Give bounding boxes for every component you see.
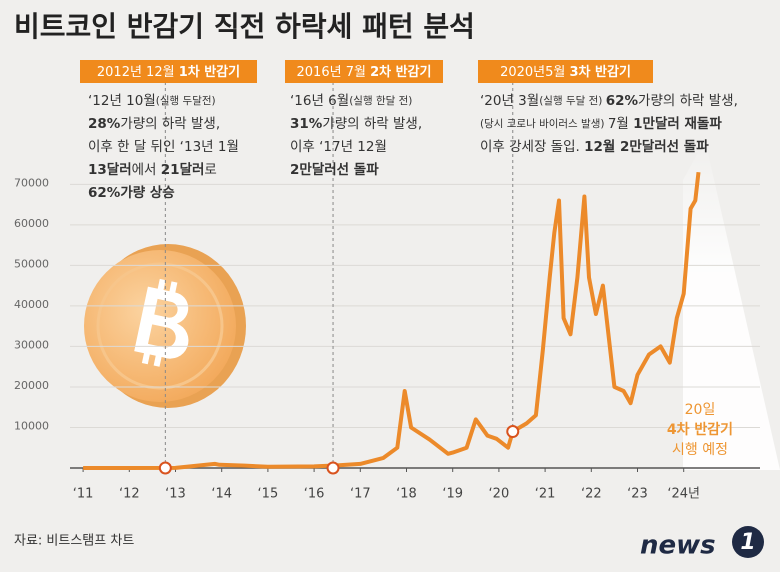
logo-word: news [640, 531, 716, 561]
annotation-segment: 가량의 하락 발생, [322, 116, 422, 132]
y-tick-label: 10000 [14, 419, 49, 432]
annotation-line: 31%가량의 하락 발생, [290, 116, 422, 132]
x-tick-label: ‘17 [350, 487, 371, 502]
annotation-segment: 1만달러 재돌파 [633, 116, 722, 132]
header-segment: 2016년 7월 [297, 65, 371, 80]
annotation-line: (당시 코로나 바이러스 발생) 7월 1만달러 재돌파 [480, 116, 722, 132]
annotation-segment: 이후 강세장 돌입. [480, 139, 584, 155]
y-tick-label: 40000 [14, 298, 49, 311]
logo-digit: 1 [740, 530, 755, 555]
next-halving-line: 20일 [685, 402, 716, 418]
header-label: 2020년5월 3차 반감기 [500, 64, 631, 80]
x-tick-label: ‘21 [535, 487, 556, 502]
x-tick-label: ‘11 [73, 487, 94, 502]
y-tick-label: 30000 [14, 338, 49, 351]
header-box [80, 60, 257, 83]
halving-marker [506, 425, 520, 439]
annotation-line: 이후 ‘17년 12월 [290, 139, 387, 155]
x-tick-label: ‘24년 [667, 487, 700, 502]
y-tick-label: 20000 [14, 379, 49, 392]
y-tick-label: 60000 [14, 217, 49, 230]
annotation-line: 2만달러선 돌파 [290, 162, 379, 178]
header-segment: 3차 반감기 [570, 64, 631, 80]
x-tick-label: ‘12 [119, 487, 140, 502]
annotation-line: 13달러에서 21달러로 [88, 162, 217, 178]
annotation-line: 이후 강세장 돌입. 12월 2만달러선 돌파 [480, 138, 709, 155]
halving-marker [326, 461, 340, 475]
next-halving-line: 4차 반감기 [667, 421, 733, 438]
annotation-segment: 가량의 하락 발생, [120, 116, 220, 132]
y-tick-label: 50000 [14, 257, 49, 270]
annotation-segment: 로 [204, 162, 216, 178]
halving-marker [158, 461, 172, 475]
x-tick-label: ‘18 [396, 487, 417, 502]
next-halving-line: 시행 예정 [672, 442, 728, 458]
annotation-segment: 21달러 [161, 162, 205, 178]
logo-badge [732, 526, 764, 558]
annotation-segment: 12월 2만달러선 돌파 [584, 138, 709, 155]
annotation-line: 이후 한 달 뒤인 ‘13년 1월 [88, 139, 239, 155]
annotation-line: ‘12년 10월(실행 두달전) [88, 93, 216, 109]
annotation-line: ‘20년 3월(실행 두달 전) 62%가량의 하락 발생, [480, 93, 738, 109]
annotation-segment: 28% [88, 116, 121, 132]
x-tick-label: ‘15 [258, 487, 279, 502]
annotation-line: 62%가량 상승 [88, 185, 175, 201]
x-tick-label: ‘14 [211, 487, 232, 502]
annotation-segment: 7월 [608, 116, 633, 132]
annotation-segment: 가량의 하락 발생, [638, 93, 738, 109]
chart-title: 비트코인 반감기 직전 하락세 패턴 분석 [14, 10, 475, 43]
annotation-segment: 이후 ‘17년 12월 [290, 139, 387, 155]
annotation-line: ‘16년 6월(실행 한달 전) [290, 93, 412, 109]
header-segment: 2012년 12월 [97, 65, 179, 80]
annotation-segment: (당시 코로나 바이러스 발생) [480, 118, 608, 130]
header-box [285, 60, 443, 83]
annotation-segment: (실행 두달 전) [539, 95, 606, 107]
header-label: 2012년 12월 1차 반감기 [97, 64, 240, 80]
x-tick-label: ‘22 [581, 487, 602, 502]
coin [84, 244, 246, 408]
annotation-segment: 31% [290, 116, 323, 132]
source: 자료: 비트스탬프 차트 [14, 534, 134, 549]
glow [683, 140, 780, 470]
x-tick-label: ‘19 [442, 487, 463, 502]
annotation-segment: ‘12년 10월 [88, 93, 156, 109]
annotation-segment: 이후 한 달 뒤인 ‘13년 1월 [88, 139, 239, 155]
y-tick-label: 70000 [14, 176, 49, 189]
coin-rim [96, 262, 224, 390]
header-label: 2016년 7월 2차 반감기 [297, 64, 432, 80]
header-segment: 2차 반감기 [370, 64, 431, 80]
x-tick-label: ‘13 [165, 487, 186, 502]
x-tick-label: ‘20 [489, 487, 510, 502]
header-segment: 2020년5월 [500, 65, 569, 80]
annotation-segment: 62%가량 상승 [88, 185, 175, 201]
annotation-segment: (실행 두달전) [156, 95, 216, 107]
annotation-segment: ‘20년 3월 [480, 93, 539, 109]
x-tick-label: ‘23 [627, 487, 648, 502]
header-segment: 1차 반감기 [179, 64, 240, 80]
header-box [478, 60, 653, 83]
annotation-line: 28%가량의 하락 발생, [88, 116, 220, 132]
annotation-segment: 13달러 [88, 162, 132, 178]
x-tick-label: ‘16 [304, 487, 325, 502]
annotation-segment: ‘16년 6월 [290, 93, 349, 109]
coin-symbol [134, 278, 189, 367]
annotation-segment: (실행 한달 전) [349, 95, 412, 107]
annotation-segment: 62% [606, 93, 639, 109]
annotation-segment: 에서 [132, 162, 161, 178]
annotation-segment: 2만달러선 돌파 [290, 162, 379, 178]
